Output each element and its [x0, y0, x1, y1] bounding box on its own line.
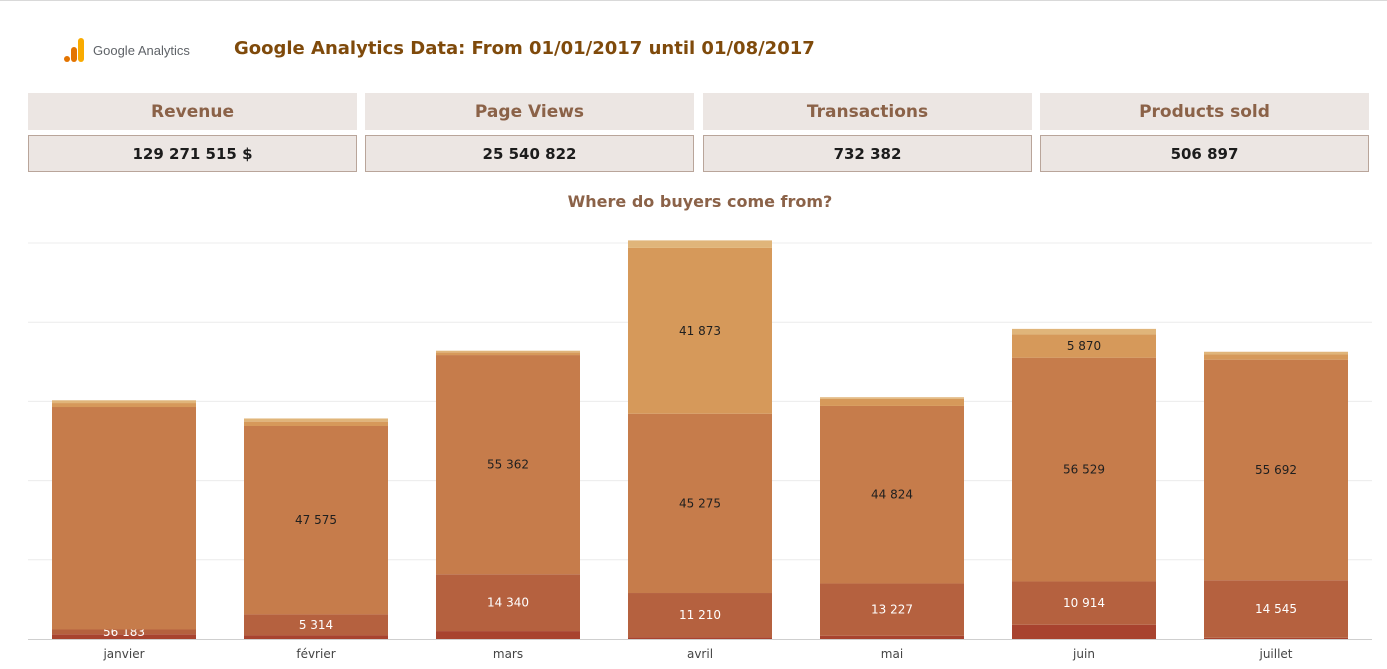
data-label: 41 873 [679, 324, 721, 338]
bar-segment [628, 637, 772, 639]
data-label: 44 824 [871, 488, 913, 502]
bar-segment [1012, 624, 1156, 639]
data-label: 56 529 [1063, 463, 1105, 477]
bar-segment [628, 413, 772, 594]
kpi-value: 732 382 [703, 135, 1032, 172]
data-label: 14 545 [1255, 602, 1297, 616]
x-tick-label: avril [687, 647, 713, 661]
bar-segment [628, 247, 772, 414]
page-title: Google Analytics Data: From 01/01/2017 u… [234, 38, 815, 59]
google-analytics-logo: Google Analytics [63, 36, 190, 64]
kpi-label: Products sold [1040, 93, 1369, 130]
bar-segment [1204, 351, 1348, 355]
logo-text: Google Analytics [93, 42, 190, 58]
bar-segment [436, 352, 580, 356]
kpi-label: Transactions [703, 93, 1032, 130]
bar-segment [628, 240, 772, 248]
bar-segment [1012, 357, 1156, 582]
bar-segment [52, 403, 196, 408]
kpi-transactions: Transactions 732 382 [703, 93, 1032, 172]
bar-segment [820, 405, 964, 584]
kpi-products-sold: Products sold 506 897 [1040, 93, 1369, 172]
data-label: 5 870 [1067, 339, 1101, 353]
kpi-value: 506 897 [1040, 135, 1369, 172]
kpi-value: 129 271 515 $ [28, 135, 357, 172]
x-tick-label: janvier [102, 647, 144, 661]
x-tick-label: mars [493, 647, 523, 661]
bar-segment [628, 593, 772, 638]
bar-segment [436, 631, 580, 639]
x-tick-label: février [296, 647, 335, 661]
kpi-revenue: Revenue 129 271 515 $ [28, 93, 357, 172]
data-label: 55 692 [1255, 463, 1297, 477]
data-label: 10 914 [1063, 596, 1105, 610]
data-label: 47 575 [295, 513, 337, 527]
kpi-label: Page Views [365, 93, 694, 130]
bar-segment [244, 425, 388, 615]
bar-segment [1012, 581, 1156, 625]
analytics-bars-icon [64, 38, 84, 62]
bar-segment [820, 583, 964, 636]
bar-segment [52, 634, 196, 639]
data-label: 5 314 [299, 618, 333, 632]
bar-segment [820, 398, 964, 406]
bar-segment [436, 574, 580, 632]
x-tick-label: juillet [1258, 647, 1292, 661]
bar-segment [1204, 354, 1348, 360]
bar-segment [244, 421, 388, 426]
data-label: 13 227 [871, 603, 913, 617]
data-label: 55 362 [487, 458, 529, 472]
bar-segment [1012, 334, 1156, 358]
x-tick-label: mai [881, 647, 903, 661]
bar-segment [244, 418, 388, 422]
data-label: 14 340 [487, 596, 529, 610]
top-border [0, 0, 1387, 1]
bar-segment [1012, 328, 1156, 335]
data-label: 45 275 [679, 496, 721, 510]
data-label: 11 210 [679, 608, 721, 622]
chart-title: Where do buyers come from? [567, 192, 833, 211]
bar-segment [820, 397, 964, 399]
bar-segment [52, 629, 196, 635]
bar-segment [244, 614, 388, 636]
bar-segment [244, 635, 388, 639]
bar-segment [52, 407, 196, 630]
kpi-value: 25 540 822 [365, 135, 694, 172]
bar-segment [1204, 637, 1348, 639]
bar-segment [436, 350, 580, 353]
kpi-page-views: Page Views 25 540 822 [365, 93, 694, 172]
x-tick-label: juin [1072, 647, 1095, 661]
bar-segment [820, 635, 964, 639]
bar-segment [52, 400, 196, 404]
kpi-label: Revenue [28, 93, 357, 130]
bar-segment [436, 355, 580, 575]
bar-segment [1204, 580, 1348, 638]
bar-segment [1204, 359, 1348, 581]
